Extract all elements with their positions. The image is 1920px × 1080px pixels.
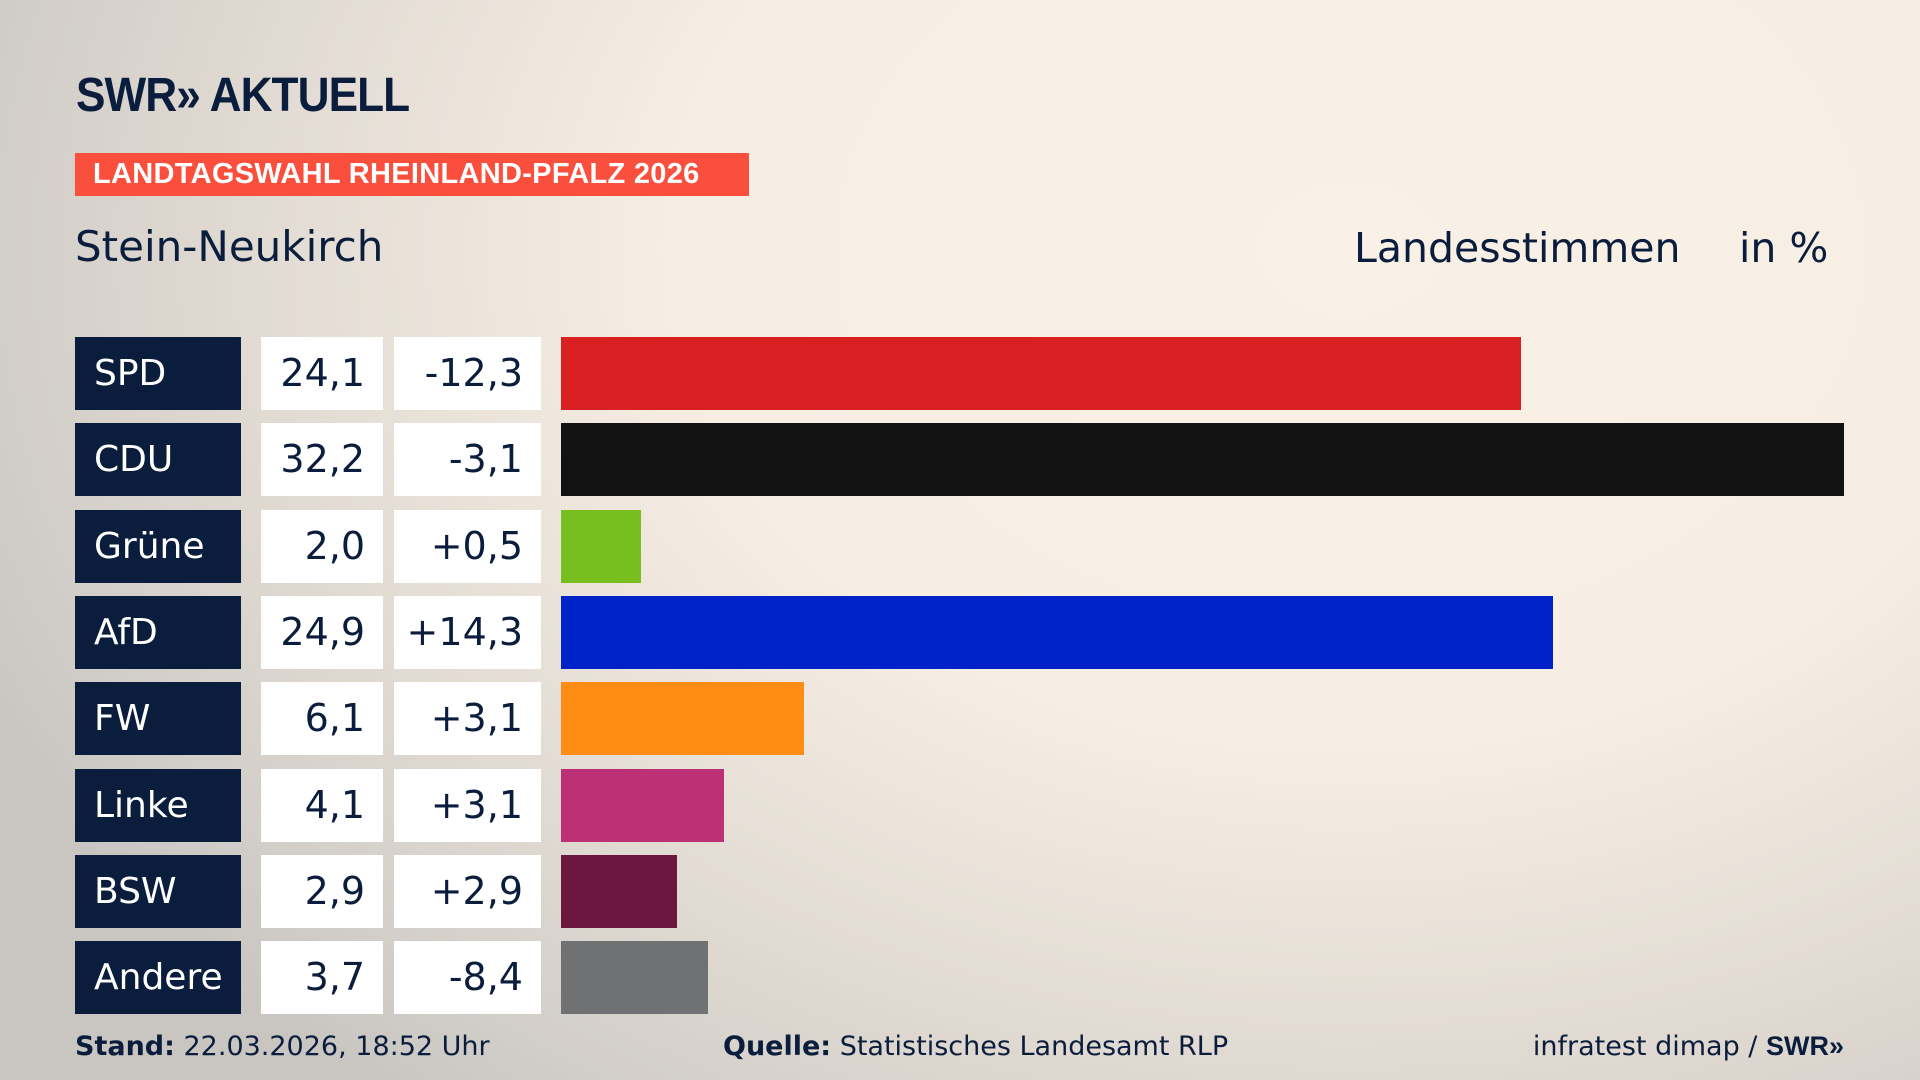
stand-label: Stand: [75, 1031, 175, 1062]
vote-type-label: Landesstimmen [1354, 224, 1681, 272]
party-row: Andere 3,7 -8,4 [0, 941, 1920, 1015]
party-row: Linke 4,1 +3,1 [0, 768, 1920, 842]
bar-fw [561, 682, 805, 756]
value-label: 3,7 [261, 941, 383, 1015]
party-label: Andere [75, 941, 241, 1015]
party-label: FW [75, 682, 241, 756]
party-label: BSW [75, 854, 241, 928]
bar-cdu [561, 423, 1844, 497]
party-row: BSW 2,9 +2,9 [0, 854, 1920, 928]
party-row: CDU 32,2 -3,1 [0, 423, 1920, 497]
credit: infratest dimap / SWR» [1533, 1031, 1844, 1062]
bar-bsw [561, 854, 677, 928]
timestamp: Stand: 22.03.2026, 18:52 Uhr [75, 1031, 490, 1062]
swr-aktuell-logo: SWR» AKTUELL [76, 69, 410, 122]
party-row: Grüne 2,0 +0,5 [0, 509, 1920, 583]
election-banner: LANDTAGSWAHL RHEINLAND-PFALZ 2026 [75, 153, 749, 196]
value-label: 4,1 [261, 768, 383, 842]
party-row: FW 6,1 +3,1 [0, 682, 1920, 756]
source-label: Quelle: [723, 1031, 832, 1062]
diff-label: +0,5 [394, 509, 541, 583]
value-label: 32,2 [261, 423, 383, 497]
party-label: Linke [75, 768, 241, 842]
party-label: AfD [75, 595, 241, 669]
party-label: CDU [75, 423, 241, 497]
stand-value: 22.03.2026, 18:52 Uhr [174, 1031, 490, 1062]
value-label: 24,1 [261, 337, 383, 410]
diff-label: +2,9 [394, 854, 541, 928]
source-value: Statistisches Landesamt RLP [831, 1031, 1229, 1062]
value-label: 24,9 [261, 595, 383, 669]
party-row: SPD 24,1 -12,3 [0, 337, 1920, 410]
bar-grüne [561, 509, 641, 583]
value-label: 2,0 [261, 509, 383, 583]
diff-label: +3,1 [394, 682, 541, 756]
diff-label: -8,4 [394, 941, 541, 1015]
region-title: Stein-Neukirch [75, 222, 384, 271]
diff-label: -3,1 [394, 423, 541, 497]
value-label: 6,1 [261, 682, 383, 756]
bar-afd [561, 595, 1554, 669]
source: Quelle: Statistisches Landesamt RLP [723, 1031, 1228, 1062]
bar-spd [561, 337, 1522, 410]
unit-label: in % [1739, 224, 1829, 272]
bar-linke [561, 768, 725, 842]
diff-label: +14,3 [394, 595, 541, 669]
party-label: SPD [75, 337, 241, 410]
diff-label: +3,1 [394, 768, 541, 842]
bar-andere [561, 941, 709, 1015]
party-label: Grüne [75, 509, 241, 583]
party-row: AfD 24,9 +14,3 [0, 595, 1920, 669]
swr-logo: SWR» [1765, 1031, 1844, 1061]
credit-text: infratest dimap / [1532, 1031, 1766, 1062]
diff-label: -12,3 [394, 337, 541, 410]
value-label: 2,9 [261, 854, 383, 928]
